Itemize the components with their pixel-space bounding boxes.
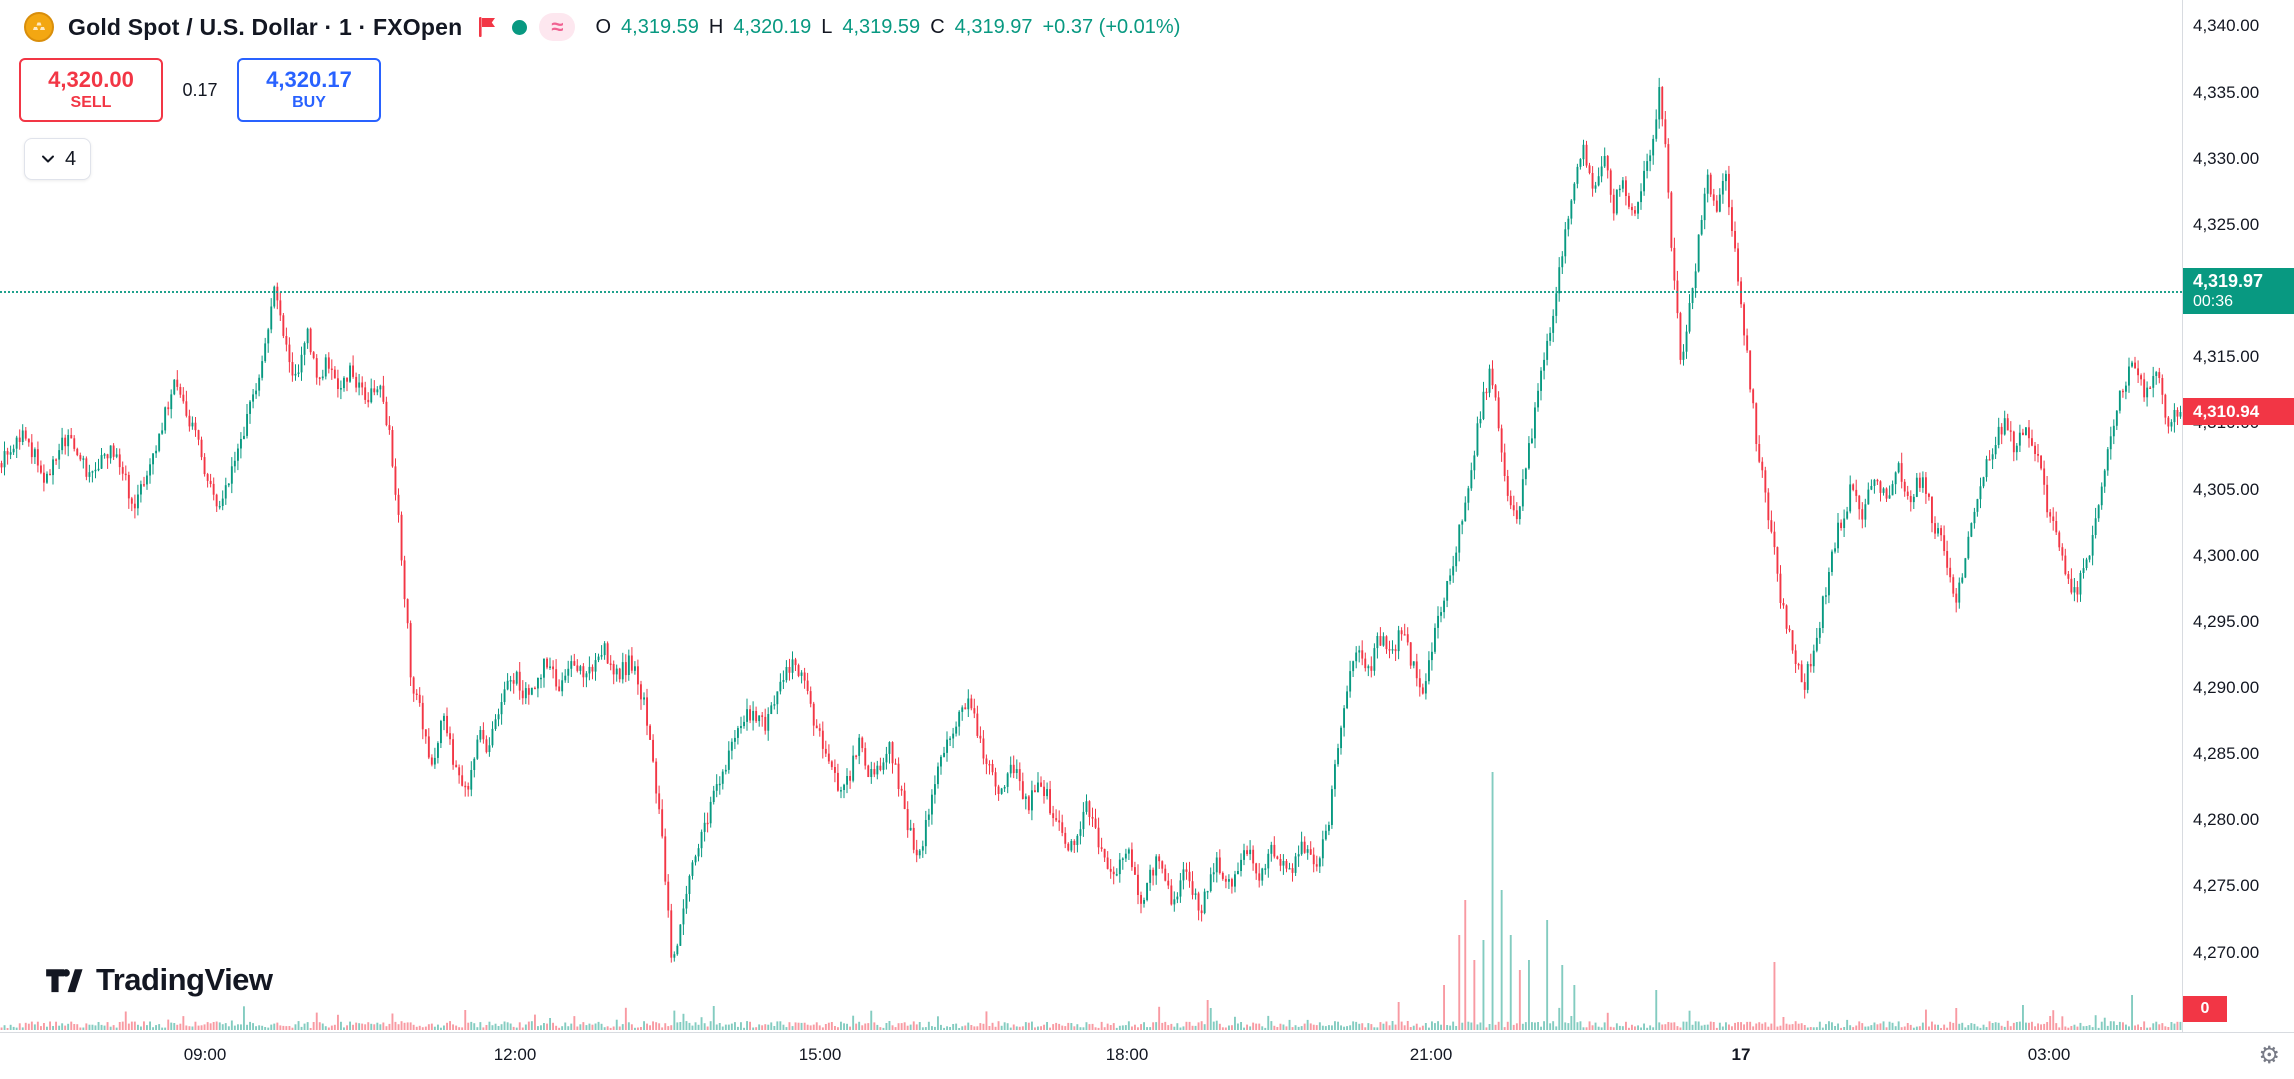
current-price-value: 4,319.97 xyxy=(2193,271,2264,291)
chevron-down-icon xyxy=(39,150,57,168)
current-price-line xyxy=(0,291,2182,293)
volume-zero-badge: 0 xyxy=(2183,996,2227,1022)
timezone-settings-icon[interactable]: ⚙ xyxy=(2258,1042,2280,1069)
close-value: 4,319.97 xyxy=(954,15,1033,38)
time-axis-label: 03:00 xyxy=(2027,1045,2071,1064)
buy-price: 4,320.17 xyxy=(266,67,352,92)
time-axis-label: 12:00 xyxy=(493,1045,537,1064)
volume-bars xyxy=(0,772,2182,1030)
candles xyxy=(0,77,2182,963)
sell-label: SELL xyxy=(70,94,112,111)
buy-sell-panel: 4,320.00 SELL 0.17 4,320.17 BUY xyxy=(19,58,381,122)
price-axis-label: 4,290.00 xyxy=(2193,678,2260,697)
price-axis-label: 4,280.00 xyxy=(2193,810,2260,829)
candlestick-chart[interactable] xyxy=(0,0,2182,1032)
price-axis-label: 4,305.00 xyxy=(2193,480,2260,499)
low-value: 4,319.59 xyxy=(842,15,921,38)
price-axis-label: 4,335.00 xyxy=(2193,83,2260,102)
price-axis-label: 4,340.00 xyxy=(2193,16,2260,35)
buy-label: BUY xyxy=(292,94,326,111)
price-axis-label: 4,275.00 xyxy=(2193,876,2260,895)
open-value: 4,319.59 xyxy=(621,15,699,38)
flag-icon[interactable] xyxy=(476,15,498,39)
price-axis-label: 4,300.00 xyxy=(2193,546,2260,565)
tradingview-logo[interactable]: TradingView xyxy=(44,960,273,1000)
symbol-title[interactable]: Gold Spot / U.S. Dollar · 1 · FXOpen xyxy=(68,13,463,40)
price-axis-label: 4,285.00 xyxy=(2193,744,2260,763)
market-status-group: ≈ xyxy=(512,13,576,41)
sell-price: 4,320.00 xyxy=(48,67,134,92)
ohlc-readout: O 4,319.59 H 4,320.19 L 4,319.59 C 4,319… xyxy=(595,16,1180,39)
bar-countdown: 00:36 xyxy=(2193,293,2234,310)
bid-price-badge: 4,310.94 xyxy=(2183,398,2294,425)
change-value: +0.37 (+0.01%) xyxy=(1042,15,1181,38)
chart-legend: Gold Spot / U.S. Dollar · 1 · FXOpen ≈ O… xyxy=(24,12,1180,42)
tradingview-logo-text: TradingView xyxy=(96,962,273,997)
price-axis-label: 4,270.00 xyxy=(2193,943,2260,962)
approx-icon[interactable]: ≈ xyxy=(539,13,576,41)
price-axis-label: 4,315.00 xyxy=(2193,347,2260,366)
indicators-collapse-button[interactable]: 4 xyxy=(24,138,92,180)
open-label: O xyxy=(595,15,612,38)
price-axis-label: 4,325.00 xyxy=(2193,215,2260,234)
price-axis-label: 4,330.00 xyxy=(2193,149,2260,168)
price-axis-label: 4,295.00 xyxy=(2193,612,2260,631)
time-axis-label: 21:00 xyxy=(1409,1045,1453,1064)
collapsed-count: 4 xyxy=(65,147,77,170)
current-price-badge: 4,319.97 00:36 xyxy=(2183,268,2294,314)
chart-plot-area[interactable]: Gold Spot / U.S. Dollar · 1 · FXOpen ≈ O… xyxy=(0,0,2182,1032)
price-scale[interactable]: 4,340.00 4,335.00 4,330.00 4,325.00 4,315.00… xyxy=(2182,0,2294,1032)
spread-value: 0.17 xyxy=(182,79,218,100)
time-axis-label: 15:00 xyxy=(798,1045,842,1064)
tradingview-mark-icon xyxy=(44,960,84,1000)
time-axis-label: 17 xyxy=(1731,1045,1751,1064)
low-label: L xyxy=(821,15,833,38)
close-label: C xyxy=(930,15,945,38)
gold-coin-icon xyxy=(24,12,54,42)
market-status-dot-icon[interactable] xyxy=(512,19,528,35)
buy-button[interactable]: 4,320.17 BUY xyxy=(237,58,381,122)
time-axis-label: 09:00 xyxy=(183,1045,227,1064)
time-axis-label: 18:00 xyxy=(1105,1045,1149,1064)
sell-button[interactable]: 4,320.00 SELL xyxy=(19,58,163,122)
high-value: 4,320.19 xyxy=(733,15,812,38)
time-axis[interactable]: 09:00 12:00 15:00 18:00 21:00 17 03:00 ⚙ xyxy=(0,1032,2294,1079)
high-label: H xyxy=(708,15,724,38)
